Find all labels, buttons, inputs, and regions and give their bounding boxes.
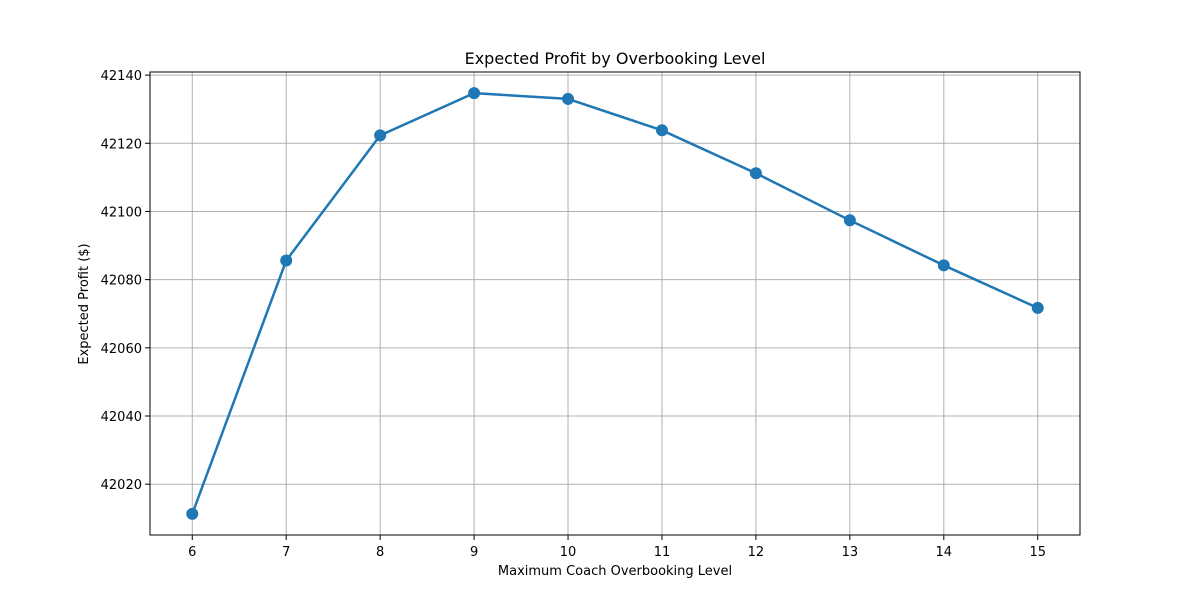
x-tick-label: 6 [188, 545, 196, 560]
chart-title: Expected Profit by Overbooking Level [465, 49, 766, 68]
x-tick-label: 10 [560, 545, 577, 560]
y-tick-label: 42140 [101, 69, 142, 84]
data-point [186, 507, 199, 520]
text-layer: Expected Profit by Overbooking Level Max… [77, 49, 765, 579]
x-tick-label: 14 [936, 545, 953, 560]
x-tick-label: 11 [654, 545, 671, 560]
x-axis-label: Maximum Coach Overbooking Level [498, 564, 732, 579]
data-point [843, 214, 856, 227]
grid-layer [150, 72, 1080, 535]
series-layer [186, 87, 1044, 520]
y-tick-label: 42020 [101, 478, 142, 493]
plot-frame [149, 71, 1081, 536]
data-point [655, 124, 668, 137]
x-tick-label: 15 [1029, 545, 1046, 560]
y-tick-label: 42100 [101, 205, 142, 220]
series-line [191, 91, 1039, 516]
axes-layer: 6 7 8 9 10 11 12 13 14 15 42020 42040 42060 42080 4210… [101, 69, 1081, 560]
data-point [1031, 301, 1044, 314]
y-axis-label: Expected Profit ($) [77, 243, 92, 364]
data-point [374, 129, 387, 142]
x-tick-label: 8 [376, 545, 384, 560]
data-point [280, 254, 293, 267]
data-point [937, 259, 950, 272]
x-tick-label: 13 [842, 545, 859, 560]
data-point [468, 87, 481, 100]
y-tick-label: 42120 [101, 137, 142, 152]
data-point [749, 167, 762, 180]
x-tick-label: 7 [282, 545, 290, 560]
y-tick-label: 42060 [101, 342, 142, 357]
x-tick-label: 12 [748, 545, 765, 560]
data-point [562, 92, 575, 105]
x-tick-label: 9 [470, 545, 478, 560]
y-tick-label: 42040 [101, 410, 142, 425]
y-tick-label: 42080 [101, 274, 142, 289]
